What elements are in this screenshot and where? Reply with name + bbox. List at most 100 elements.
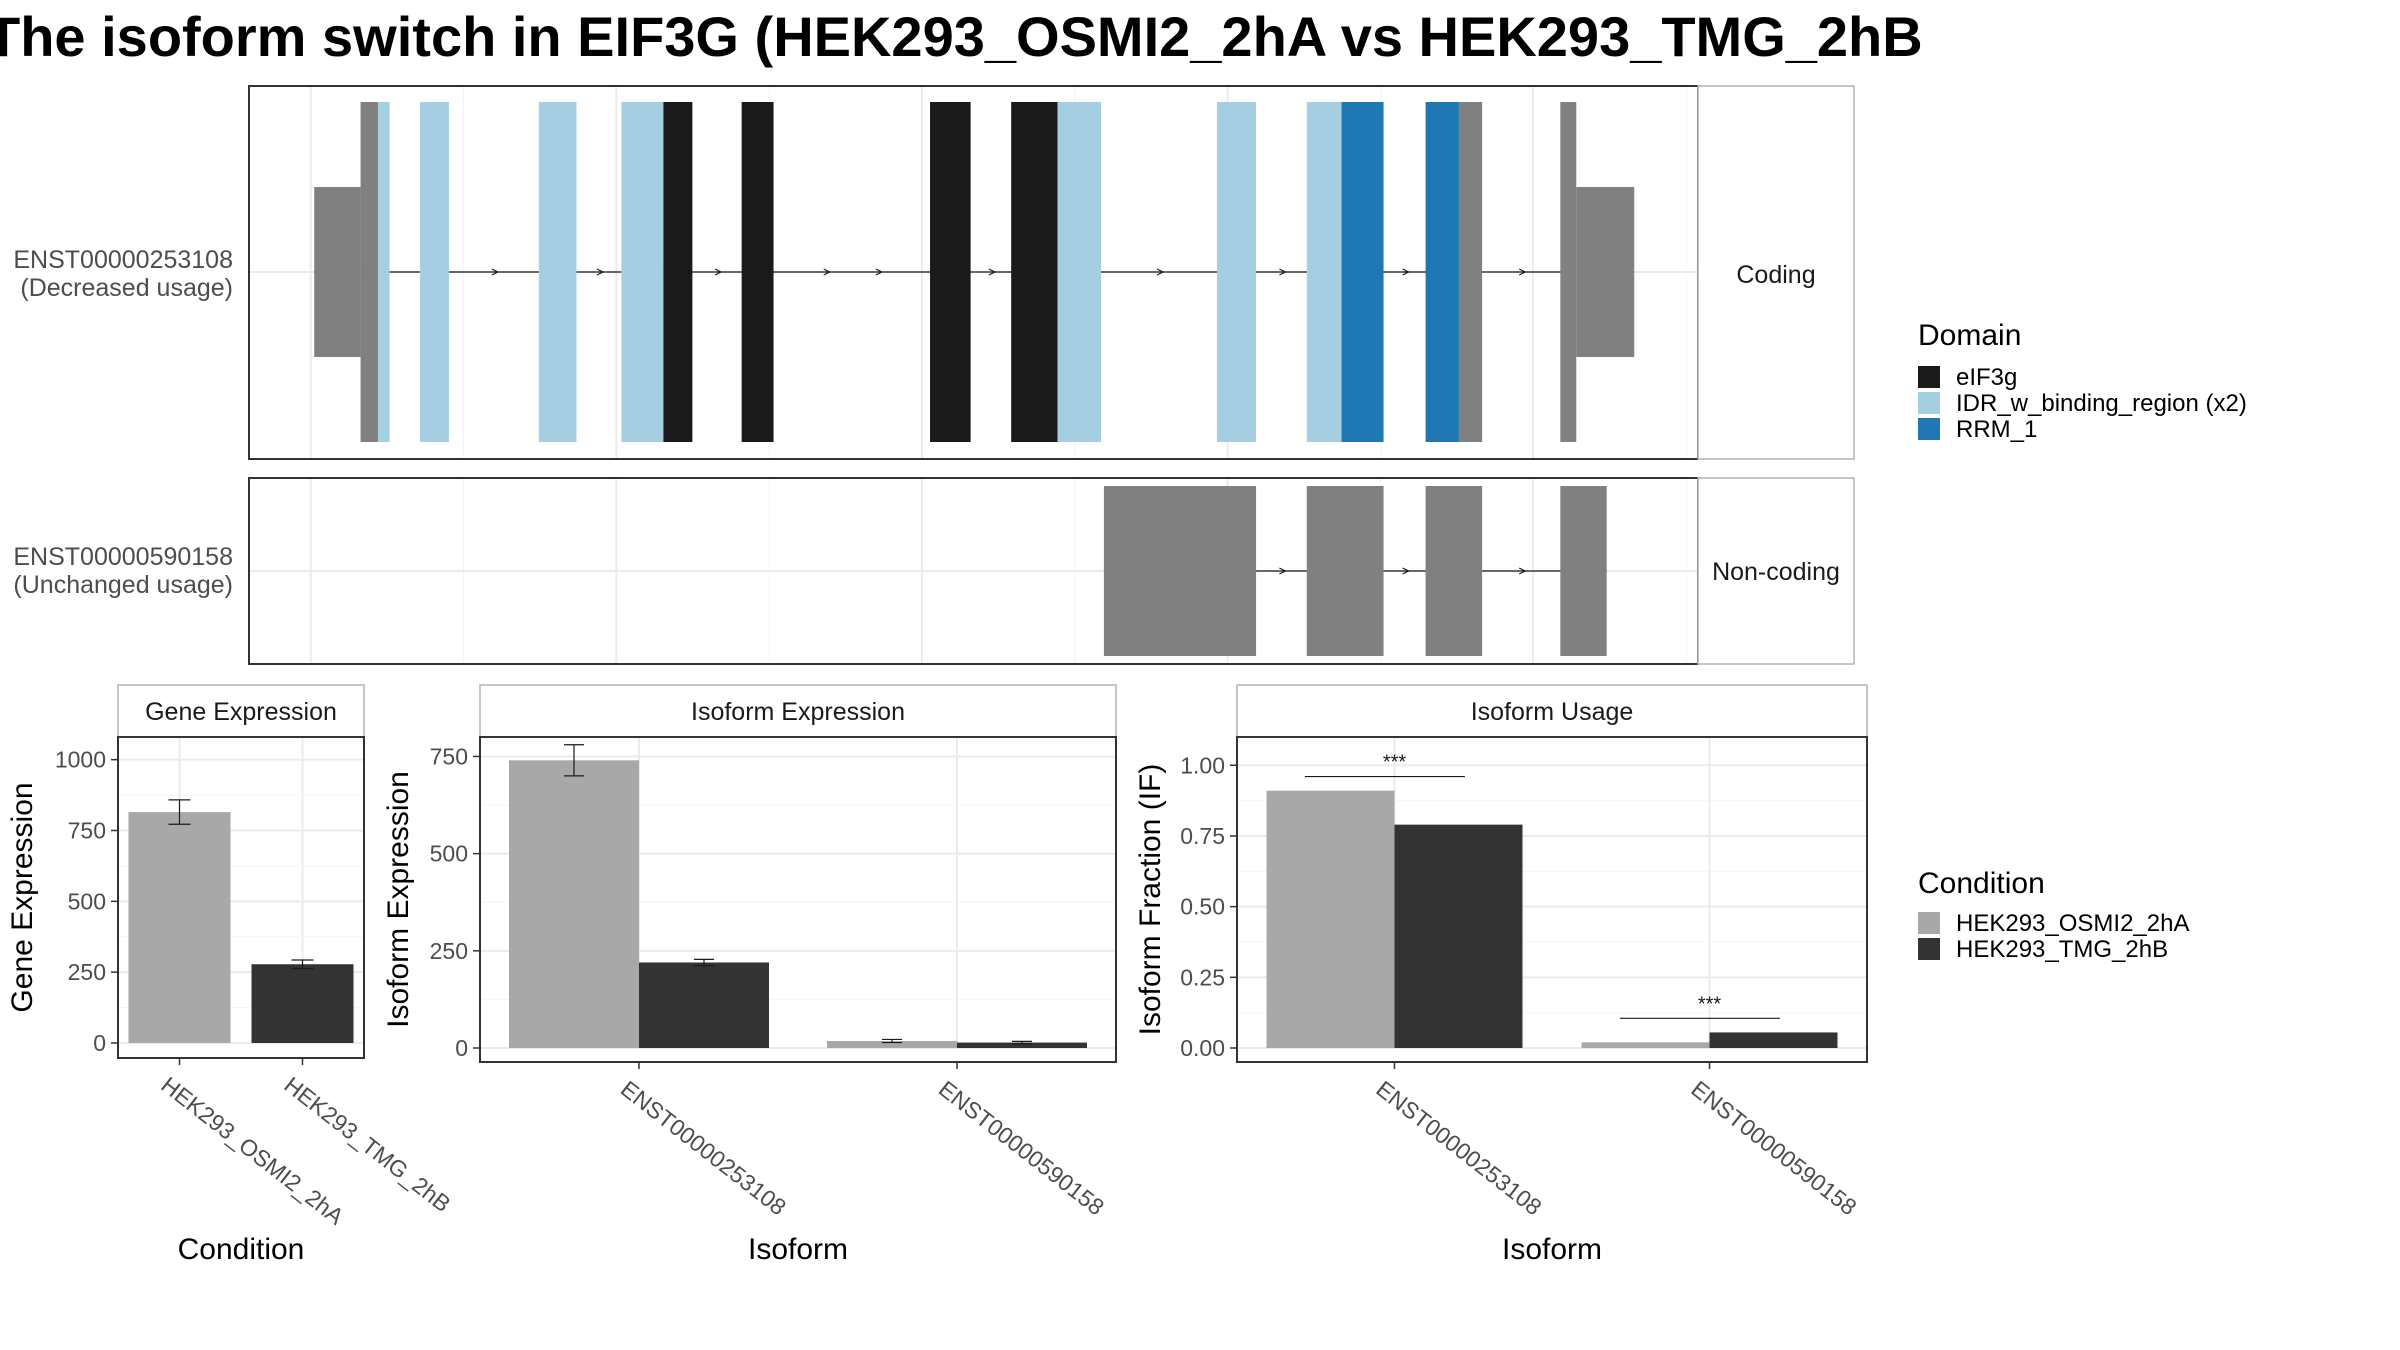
domain-legend: Domain eIF3g IDR_w_binding_region (x2) R… (1918, 319, 2247, 443)
condition-legend-title: Condition (1918, 867, 2045, 900)
coding-exon (1011, 102, 1058, 442)
panel-title: Isoform Usage (1471, 698, 1634, 726)
utr-exon (314, 187, 361, 357)
y-tick-label: 750 (430, 743, 468, 769)
y-tick-label: 1.00 (1180, 752, 1225, 778)
figure-title: The isoform switch in EIF3G (HEK293_OSMI… (0, 5, 1923, 68)
direction-arrow (1279, 268, 1287, 276)
transcript-2-track (1103, 486, 1607, 656)
coding-exon (1216, 102, 1257, 442)
panel-frame (117, 736, 365, 1059)
direction-arrow (823, 268, 832, 276)
direction-arrow (714, 268, 723, 276)
transcript-1-id: ENST00000253108 (13, 246, 233, 274)
error-bar (1012, 1040, 1032, 1045)
y-tick-label: 250 (430, 938, 468, 964)
legend-swatch-idr (1918, 392, 1940, 414)
legend-label-tmg: HEK293_TMG_2hB (1956, 936, 2168, 963)
coding-exon (930, 102, 971, 442)
domain-legend-title: Domain (1918, 319, 2021, 352)
direction-arrow (988, 268, 997, 276)
panel-strip (117, 684, 365, 738)
panel-title: Gene Expression (145, 698, 337, 726)
y-tick-label: 1000 (55, 747, 106, 773)
noncoding-exon (1306, 486, 1384, 656)
panel-frame (1236, 736, 1868, 1063)
legend-swatch-eif3g (1918, 366, 1940, 388)
x-axis-title: Isoform (748, 1233, 848, 1266)
y-axis-title: Isoform Fraction (IF) (1134, 764, 1167, 1036)
condition-legend: Condition HEK293_OSMI2_2hA HEK293_TMG_2h… (1918, 867, 2189, 963)
panel-strip (479, 684, 1117, 738)
legend-swatch-osmi2 (1918, 912, 1940, 934)
bar (827, 1041, 957, 1048)
noncoding-strip-label: Non-coding (1712, 558, 1840, 586)
direction-arrow (875, 268, 884, 276)
utr-exon (1576, 187, 1635, 357)
direction-arrow (1518, 567, 1527, 575)
coding-exon (1057, 102, 1102, 442)
transcript-structure-plot: Coding Non-coding ENST00000253108 (Decre… (13, 85, 1855, 665)
noncoding-exon (1560, 486, 1607, 656)
significance-label: *** (1698, 993, 1722, 1015)
x-tick-label: ENST00000590158 (1686, 1075, 1861, 1220)
legend-swatch-tmg (1918, 938, 1940, 960)
coding-exon (1306, 102, 1342, 442)
coding-exon (621, 102, 664, 442)
noncoding-exon (1425, 486, 1483, 656)
coding-exon (377, 102, 390, 442)
direction-arrow (1279, 567, 1287, 575)
coding-strip (1697, 85, 1855, 460)
legend-label-rrm1: RRM_1 (1956, 416, 2037, 443)
panel-strip (1236, 684, 1868, 738)
coding-exon (1341, 102, 1384, 442)
bar (509, 760, 639, 1048)
isoform-usage-panel: Isoform Usage 0.00 0.25 0.50 0.75 1.00 *** *** E… (1134, 684, 1868, 1266)
error-bar (882, 1038, 902, 1044)
direction-arrow (1402, 268, 1410, 276)
error-bar (168, 799, 191, 825)
error-bar (291, 959, 314, 970)
transcript-1-usage: (Decreased usage) (20, 274, 233, 302)
coding-exon (663, 102, 693, 442)
bar (1581, 1042, 1710, 1048)
x-axis-title: Condition (178, 1233, 305, 1266)
y-tick-label: 750 (68, 818, 106, 844)
y-tick-label: 0.00 (1180, 1035, 1225, 1061)
y-tick-label: 500 (68, 888, 106, 914)
bar (639, 962, 769, 1048)
y-tick-label: 250 (68, 959, 106, 985)
direction-arrow (491, 268, 500, 276)
bar (957, 1042, 1087, 1048)
transcript-2-id: ENST00000590158 (13, 543, 233, 571)
y-tick-label: 500 (430, 841, 468, 867)
coding-exon (538, 102, 577, 442)
bar (251, 964, 354, 1043)
legend-swatch-rrm1 (1918, 418, 1940, 440)
error-bar (564, 744, 584, 777)
coding-exon (360, 102, 378, 442)
direction-arrow (1518, 268, 1527, 276)
y-tick-label: 0.75 (1180, 823, 1225, 849)
y-tick-label: 0.25 (1180, 964, 1225, 990)
legend-label-eif3g: eIF3g (1956, 364, 2017, 391)
coding-exon (1458, 102, 1483, 442)
y-tick-label: 0 (93, 1030, 106, 1056)
x-tick-label: ENST00000253108 (616, 1075, 791, 1220)
y-axis-title: Gene Expression (6, 782, 39, 1012)
coding-exon (741, 102, 774, 442)
y-tick-label: 0 (455, 1035, 468, 1061)
panel-title: Isoform Expression (691, 698, 905, 726)
panel-frame (479, 736, 1117, 1063)
bar (1709, 1032, 1838, 1048)
direction-arrow (1402, 567, 1410, 575)
noncoding-strip (1697, 477, 1855, 665)
y-tick-label: 0.50 (1180, 894, 1225, 920)
noncoding-exon (1103, 486, 1257, 656)
x-tick-label: ENST00000253108 (1371, 1075, 1546, 1220)
y-axis-title: Isoform Expression (382, 771, 415, 1028)
transcript-2-usage: (Unchanged usage) (13, 571, 233, 599)
error-bar (694, 958, 714, 967)
direction-arrow (1156, 268, 1165, 276)
